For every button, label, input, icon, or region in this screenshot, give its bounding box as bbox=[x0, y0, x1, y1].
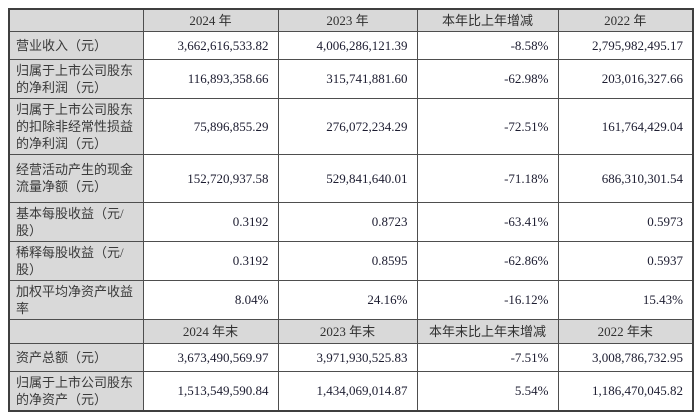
value-2022-cell: 0.5937 bbox=[557, 240, 694, 281]
header-2022-cell: 2022 年 bbox=[557, 8, 694, 32]
value-2022-cell: 161,764,429.04 bbox=[557, 97, 694, 155]
value-2023-cell: 315,741,881.60 bbox=[277, 58, 418, 99]
value-change-cell: -8.58% bbox=[416, 30, 559, 60]
header-2022-end-cell: 2022 年末 bbox=[557, 318, 694, 344]
row-label-cell: 经营活动产生的现金 流量净额（元） bbox=[8, 153, 144, 203]
row-label-cell: 归属于上市公司股东 的净资产（元） bbox=[8, 370, 144, 411]
value-2023-cell: 1,434,069,014.87 bbox=[277, 370, 418, 411]
header-2023-cell: 2023 年 bbox=[277, 8, 418, 32]
value-2022-cell: 2,795,982,495.17 bbox=[557, 30, 694, 60]
table-row-operating-cash-flow: 经营活动产生的现金 流量净额（元） 152,720,937.58 529,841… bbox=[8, 153, 694, 203]
table-row-revenue: 营业收入（元） 3,662,616,533.82 4,006,286,121.3… bbox=[8, 30, 694, 60]
value-2024-cell: 0.3192 bbox=[142, 240, 279, 281]
value-2023-cell: 24.16% bbox=[277, 279, 418, 320]
value-2024-cell: 3,673,490,569.97 bbox=[142, 342, 279, 372]
value-2024-cell: 116,893,358.66 bbox=[142, 58, 279, 99]
value-2023-cell: 3,971,930,525.83 bbox=[277, 342, 418, 372]
header-empty-cell bbox=[8, 8, 144, 32]
table-row-diluted-eps: 稀释每股收益（元/ 股） 0.3192 0.8595 -62.86% 0.593… bbox=[8, 240, 694, 281]
header-2024-cell: 2024 年 bbox=[142, 8, 279, 32]
period-header-row: 2024 年 2023 年 本年比上年增减 2022 年 bbox=[8, 8, 694, 32]
row-label-cell: 营业收入（元） bbox=[8, 30, 144, 60]
header-empty-cell bbox=[8, 318, 144, 344]
value-2024-cell: 75,896,855.29 bbox=[142, 97, 279, 155]
value-change-cell: -7.51% bbox=[416, 342, 559, 372]
value-change-cell: -62.86% bbox=[416, 240, 559, 281]
period-end-header-row: 2024 年末 2023 年末 本年末比上年末增减 2022 年末 bbox=[8, 318, 694, 344]
header-yoy-end-change-cell: 本年末比上年末增减 bbox=[416, 318, 559, 344]
value-2023-cell: 0.8723 bbox=[277, 201, 418, 242]
value-2022-cell: 203,016,327.66 bbox=[557, 58, 694, 99]
table-row-net-profit-excl-nonrecurring: 归属于上市公司股东 的扣除非经常性损益 的净利润（元） 75,896,855.2… bbox=[8, 97, 694, 155]
value-2022-cell: 15.43% bbox=[557, 279, 694, 320]
value-2022-cell: 686,310,301.54 bbox=[557, 153, 694, 203]
header-2024-end-cell: 2024 年末 bbox=[142, 318, 279, 344]
value-2024-cell: 0.3192 bbox=[142, 201, 279, 242]
value-2022-cell: 0.5973 bbox=[557, 201, 694, 242]
value-2023-cell: 529,841,640.01 bbox=[277, 153, 418, 203]
row-label-cell: 基本每股收益（元/ 股） bbox=[8, 201, 144, 242]
value-change-cell: -63.41% bbox=[416, 201, 559, 242]
table-row-weighted-avg-roe: 加权平均净资产收益 率 8.04% 24.16% -16.12% 15.43% bbox=[8, 279, 694, 320]
table-row-basic-eps: 基本每股收益（元/ 股） 0.3192 0.8723 -63.41% 0.597… bbox=[8, 201, 694, 242]
row-label-cell: 归属于上市公司股东 的扣除非经常性损益 的净利润（元） bbox=[8, 97, 144, 155]
row-label-cell: 稀释每股收益（元/ 股） bbox=[8, 240, 144, 281]
value-change-cell: -72.51% bbox=[416, 97, 559, 155]
financial-summary-table: 2024 年 2023 年 本年比上年增减 2022 年 营业收入（元） 3,6… bbox=[8, 8, 694, 412]
value-2024-cell: 152,720,937.58 bbox=[142, 153, 279, 203]
value-change-cell: -71.18% bbox=[416, 153, 559, 203]
value-2022-cell: 3,008,786,732.95 bbox=[557, 342, 694, 372]
value-change-cell: -62.98% bbox=[416, 58, 559, 99]
value-change-cell: 5.54% bbox=[416, 370, 559, 411]
header-yoy-change-cell: 本年比上年增减 bbox=[416, 8, 559, 32]
value-change-cell: -16.12% bbox=[416, 279, 559, 320]
row-label-cell: 资产总额（元） bbox=[8, 342, 144, 372]
value-2024-cell: 3,662,616,533.82 bbox=[142, 30, 279, 60]
table-row-total-assets: 资产总额（元） 3,673,490,569.97 3,971,930,525.8… bbox=[8, 342, 694, 372]
value-2023-cell: 276,072,234.29 bbox=[277, 97, 418, 155]
table-row-net-assets: 归属于上市公司股东 的净资产（元） 1,513,549,590.84 1,434… bbox=[8, 370, 694, 411]
value-2024-cell: 1,513,549,590.84 bbox=[142, 370, 279, 411]
header-2023-end-cell: 2023 年末 bbox=[277, 318, 418, 344]
value-2022-cell: 1,186,470,045.82 bbox=[557, 370, 694, 411]
row-label-cell: 归属于上市公司股东 的净利润（元） bbox=[8, 58, 144, 99]
value-2023-cell: 0.8595 bbox=[277, 240, 418, 281]
value-2023-cell: 4,006,286,121.39 bbox=[277, 30, 418, 60]
table-row-net-profit: 归属于上市公司股东 的净利润（元） 116,893,358.66 315,741… bbox=[8, 58, 694, 99]
row-label-cell: 加权平均净资产收益 率 bbox=[8, 279, 144, 320]
value-2024-cell: 8.04% bbox=[142, 279, 279, 320]
